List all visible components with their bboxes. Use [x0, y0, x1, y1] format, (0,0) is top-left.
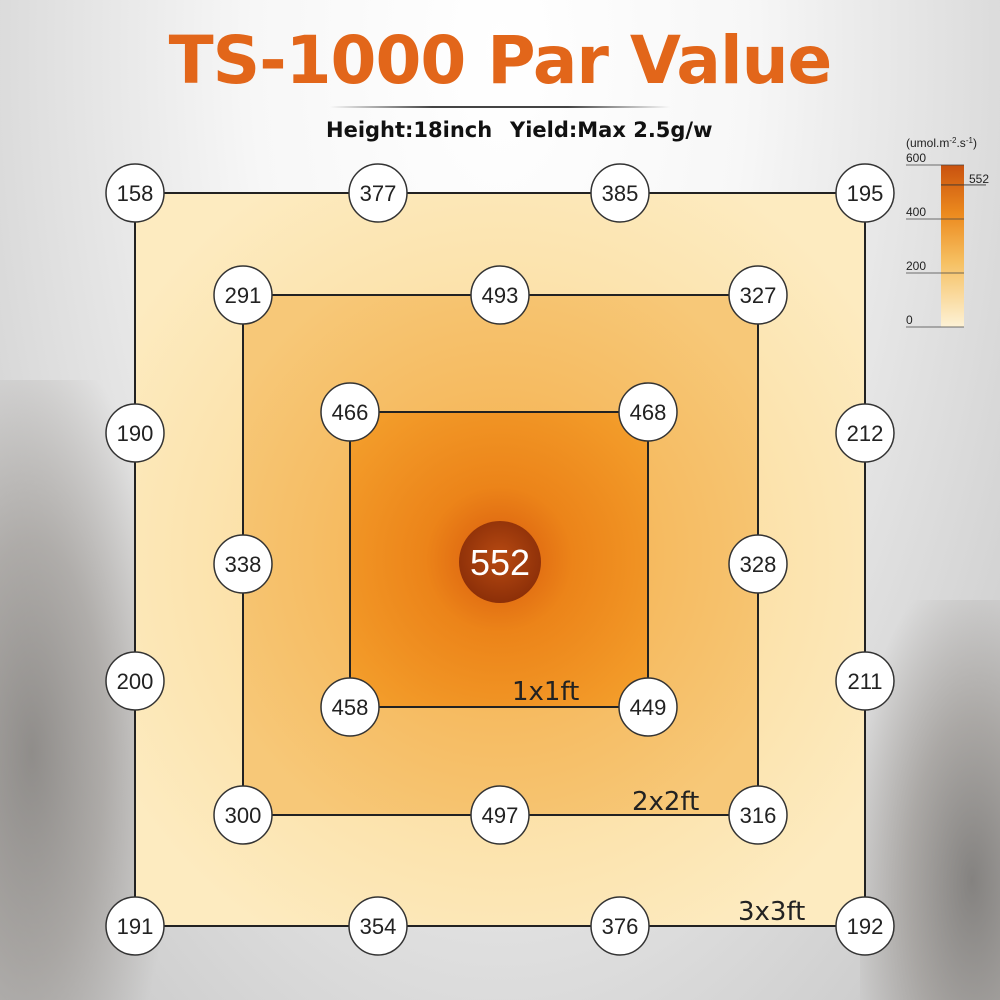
yield-label: Yield:Max 2.5g/w [510, 118, 713, 142]
par-value-3x3ft-6: 200 [117, 669, 154, 694]
par-node-3x3ft-7 [835, 651, 895, 711]
par-value-1x1ft-3: 449 [630, 695, 667, 720]
par-value-3x3ft-11: 192 [847, 914, 884, 939]
par-node-2x2ft-4 [728, 534, 788, 594]
chart-title: TS-1000 Par Value [168, 22, 833, 99]
par-node-3x3ft-3 [835, 163, 895, 223]
legend: (umol.m-2.s-1) 600 400 200 0 552 [906, 136, 989, 328]
zone-label-3x3ft: 3x3ft [738, 897, 805, 927]
par-value-3x3ft-1: 377 [360, 181, 397, 206]
legend-unit: (umol.m-2.s-1) [906, 136, 977, 150]
par-value-2x2ft-1: 493 [482, 283, 519, 308]
par-value-3x3ft-7: 211 [847, 669, 882, 694]
par-value-1x1ft-0: 466 [332, 400, 369, 425]
par-node-1x1ft-1 [618, 382, 678, 442]
par-node-3x3ft-2 [590, 163, 650, 223]
par-node-3x3ft-1 [348, 163, 408, 223]
par-value-3x3ft-0: 158 [117, 181, 154, 206]
par-node-3x3ft-8 [105, 896, 165, 956]
par-node-3x3ft-4 [105, 403, 165, 463]
par-node-3x3ft-0 [105, 163, 165, 223]
par-node-1x1ft-2 [320, 677, 380, 737]
zone-label-1x1ft: 1x1ft [512, 677, 579, 707]
legend-tick-label-3: 0 [906, 313, 913, 327]
par-node-3x3ft-9 [348, 896, 408, 956]
par-node-3x3ft-10 [590, 896, 650, 956]
legend-tick-label-2: 200 [906, 259, 926, 273]
par-value-2x2ft-7: 316 [740, 803, 777, 828]
legend-color-bar [941, 165, 964, 327]
par-value-2x2ft-6: 497 [482, 803, 519, 828]
par-node-2x2ft-5 [213, 785, 273, 845]
par-value-2x2ft-5: 300 [225, 803, 262, 828]
center-value: 552 [470, 542, 530, 583]
par-node-3x3ft-6 [105, 651, 165, 711]
par-value-2x2ft-3: 338 [225, 552, 262, 577]
par-node-2x2ft-3 [213, 534, 273, 594]
legend-tick-label-0: 600 [906, 151, 926, 165]
legend-marker-label: 552 [969, 172, 989, 186]
par-value-2x2ft-2: 327 [740, 283, 777, 308]
center-node [459, 521, 541, 603]
par-node-3x3ft-5 [835, 403, 895, 463]
par-node-2x2ft-2 [728, 265, 788, 325]
par-value-3x3ft-5: 212 [847, 421, 884, 446]
zone-label-2x2ft: 2x2ft [632, 787, 699, 817]
par-value-1x1ft-2: 458 [332, 695, 369, 720]
par-value-1x1ft-1: 468 [630, 400, 667, 425]
par-node-2x2ft-1 [470, 265, 530, 325]
par-value-3x3ft-4: 190 [117, 421, 154, 446]
par-node-3x3ft-11 [835, 896, 895, 956]
par-value-3x3ft-10: 376 [602, 914, 639, 939]
par-node-2x2ft-7 [728, 785, 788, 845]
par-value-2x2ft-4: 328 [740, 552, 777, 577]
par-value-3x3ft-9: 354 [360, 914, 397, 939]
legend-tick-label-1: 400 [906, 205, 926, 219]
par-value-3x3ft-2: 385 [602, 181, 639, 206]
par-nodes: 158 377 385 195 190 212 200 211 191 354 376 192 291 4… [105, 163, 895, 956]
par-node-1x1ft-0 [320, 382, 380, 442]
par-value-3x3ft-8: 191 [117, 914, 154, 939]
par-node-1x1ft-3 [618, 677, 678, 737]
title-divider [330, 106, 670, 108]
height-label: Height:18inch [326, 118, 493, 142]
par-value-3x3ft-3: 195 [847, 181, 884, 206]
par-node-2x2ft-6 [470, 785, 530, 845]
par-value-2x2ft-0: 291 [225, 283, 262, 308]
par-node-2x2ft-0 [213, 265, 273, 325]
